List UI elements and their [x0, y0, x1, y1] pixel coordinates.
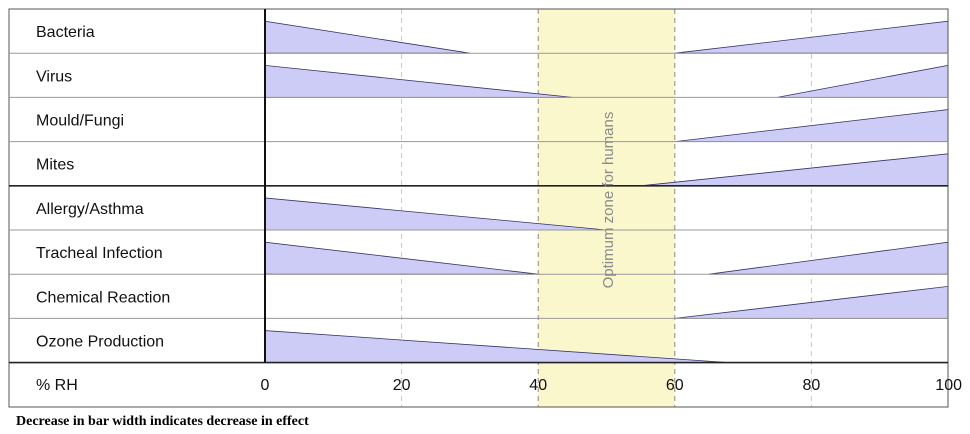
row-label-2: Mould/Fungi	[36, 113, 124, 130]
bar-area-3-0	[640, 153, 949, 187]
bar-areas	[264, 20, 949, 364]
chart-border	[8, 8, 949, 408]
optimum-zone-label: Optimum zone for humans	[600, 112, 617, 289]
row-labels: Bacteria Virus Mould/Fungi Mites Allergy/Ast…	[36, 24, 170, 350]
bar-area-0-0	[264, 20, 470, 54]
bar-area-1-1	[777, 64, 949, 98]
bar-area-5-1	[708, 241, 949, 275]
row-label-0: Bacteria	[36, 24, 95, 41]
tick-label-2: 40	[529, 377, 547, 394]
bar-area-2-0	[674, 109, 949, 143]
x-axis-ticks: % RH 0 20 40 60 80 100	[36, 377, 962, 394]
chart-caption: Decrease in bar width indicates decrease…	[16, 414, 309, 429]
tick-label-3: 60	[666, 377, 684, 394]
bar-area-1-0	[264, 64, 573, 98]
tick-label-5: 100	[935, 377, 962, 394]
row-label-1: Virus	[36, 68, 72, 85]
row-label-5: Tracheal Infection	[36, 245, 163, 262]
grid-lines	[401, 9, 812, 407]
row-label-6: Chemical Reaction	[36, 289, 170, 306]
tick-label-1: 20	[393, 377, 411, 394]
optimum-zone-band	[538, 9, 675, 407]
bar-area-0-1	[674, 20, 949, 54]
row-label-7: Ozone Production	[36, 334, 164, 351]
tick-label-0: 0	[261, 377, 270, 394]
row-label-4: Allergy/Asthma	[36, 201, 144, 218]
row-label-3: Mites	[36, 157, 74, 174]
x-axis-title: % RH	[36, 377, 78, 394]
tick-label-4: 80	[803, 377, 821, 394]
chart-frame	[8, 8, 949, 408]
